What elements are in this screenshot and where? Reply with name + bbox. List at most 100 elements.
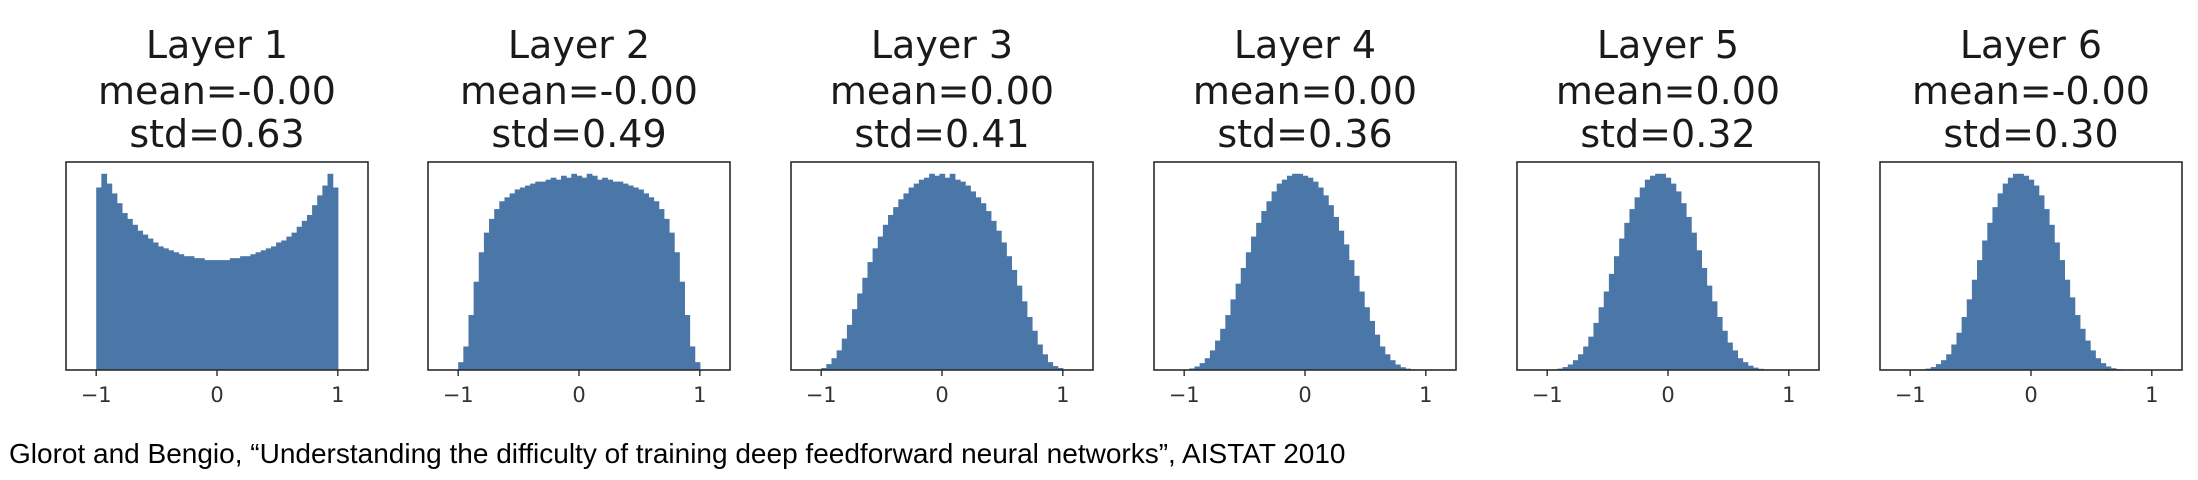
histogram-bars: [458, 173, 701, 370]
histogram-bar: [1578, 354, 1584, 370]
histogram-bar: [229, 258, 236, 370]
histogram-bar: [483, 232, 490, 370]
histogram-bar: [877, 236, 884, 370]
histogram-bar: [250, 254, 257, 370]
histogram-bar: [1037, 344, 1043, 370]
panel-std-label: std=0.49: [491, 112, 666, 156]
histogram-bar: [137, 230, 144, 370]
histogram-bar: [668, 232, 675, 370]
histogram-bar: [684, 315, 691, 370]
histogram-bar: [306, 214, 313, 370]
histogram-bar: [1199, 363, 1206, 370]
histogram-bar: [2028, 179, 2035, 370]
histogram-bar: [975, 197, 982, 370]
histogram-bar: [1562, 367, 1569, 370]
histogram-bar: [2033, 185, 2040, 370]
histogram-bar: [934, 175, 941, 370]
histogram-bar: [846, 324, 853, 370]
histogram-bar: [1737, 358, 1744, 370]
panel-std-label: std=0.41: [854, 112, 1029, 156]
histogram-bar: [1358, 291, 1365, 370]
histogram-bar: [1343, 244, 1350, 370]
histogram-bar: [276, 242, 282, 370]
histogram-bar: [188, 256, 195, 370]
histogram-bar: [1006, 256, 1012, 370]
histogram-bar: [831, 358, 838, 370]
histogram-bar: [1680, 203, 1687, 370]
histogram-bar: [1001, 242, 1007, 370]
histogram-bar: [586, 173, 593, 370]
histogram-bar: [867, 262, 874, 370]
histogram-bar: [499, 201, 506, 370]
histogram-bar: [1266, 201, 1273, 370]
histogram-bar: [224, 260, 231, 370]
histogram-bar: [519, 187, 526, 370]
panel-title: Layer 3: [871, 23, 1013, 67]
histogram-bar: [265, 248, 272, 370]
histogram-bar: [2090, 350, 2096, 370]
histogram-bar: [1639, 187, 1646, 370]
histogram-bar: [1619, 238, 1625, 370]
histogram-bar: [888, 214, 894, 370]
histogram-bar: [648, 197, 655, 370]
histogram-bar: [1603, 291, 1610, 370]
histogram-bar: [1281, 179, 1288, 370]
histogram-bar: [504, 197, 511, 370]
panel-title: Layer 1: [146, 23, 288, 67]
histogram-bar: [1608, 273, 1615, 370]
histogram-bar: [1660, 173, 1667, 370]
histogram-bar: [1215, 340, 1221, 370]
histogram-bar: [643, 193, 649, 370]
histogram-bar: [1338, 230, 1345, 370]
histogram-bar: [826, 364, 833, 370]
histogram-bar: [581, 177, 588, 370]
histogram-bar: [918, 179, 925, 370]
histogram-bar: [2100, 363, 2107, 370]
histogram-bar: [638, 189, 644, 370]
histogram-bar: [1567, 364, 1574, 370]
histogram-bar: [301, 220, 308, 370]
histogram-bar: [1665, 177, 1672, 370]
histogram-bar: [2064, 279, 2071, 370]
histogram-bar: [2048, 224, 2055, 370]
histogram-bars: [1915, 173, 2132, 370]
histogram-bar: [1624, 222, 1631, 370]
histogram-bar: [632, 187, 639, 370]
histogram-bar: [1644, 179, 1651, 370]
histogram-bar: [1685, 216, 1692, 370]
histogram-bar: [939, 173, 946, 370]
histogram-bar: [270, 246, 277, 370]
x-tick-label: −1: [1532, 383, 1563, 407]
histogram-bar: [658, 209, 665, 370]
histogram-bar: [893, 207, 899, 370]
histogram-bar: [116, 203, 123, 370]
histogram-bar: [1394, 364, 1401, 370]
histogram-bar: [954, 179, 961, 370]
histogram-bar: [1706, 285, 1713, 370]
histogram-bar: [530, 183, 536, 370]
histogram-bar: [2002, 183, 2009, 370]
histogram-bar: [463, 346, 470, 370]
histogram-bar: [694, 362, 701, 370]
histogram-bar: [550, 177, 557, 370]
histogram-bar: [1711, 301, 1718, 370]
histogram-bar: [199, 258, 205, 370]
x-tick-label: 1: [2145, 383, 2158, 407]
histogram-bar: [1369, 320, 1375, 370]
histogram-bar: [1052, 366, 1059, 370]
x-tick-label: −1: [1169, 383, 1200, 407]
histogram-bar: [545, 179, 552, 370]
histogram-bar: [317, 195, 323, 370]
histogram-bar: [1971, 279, 1978, 370]
histogram-bar: [1982, 240, 1988, 370]
histogram-bar: [2038, 195, 2045, 370]
histogram-bar: [1742, 362, 1749, 370]
histogram-bar: [1312, 181, 1319, 370]
panel-title: Layer 5: [1597, 23, 1739, 67]
histogram-bar: [2018, 173, 2024, 370]
histogram-bar: [525, 185, 531, 370]
panel-std-label: std=0.30: [1943, 112, 2118, 156]
histogram-bar: [2084, 340, 2091, 370]
